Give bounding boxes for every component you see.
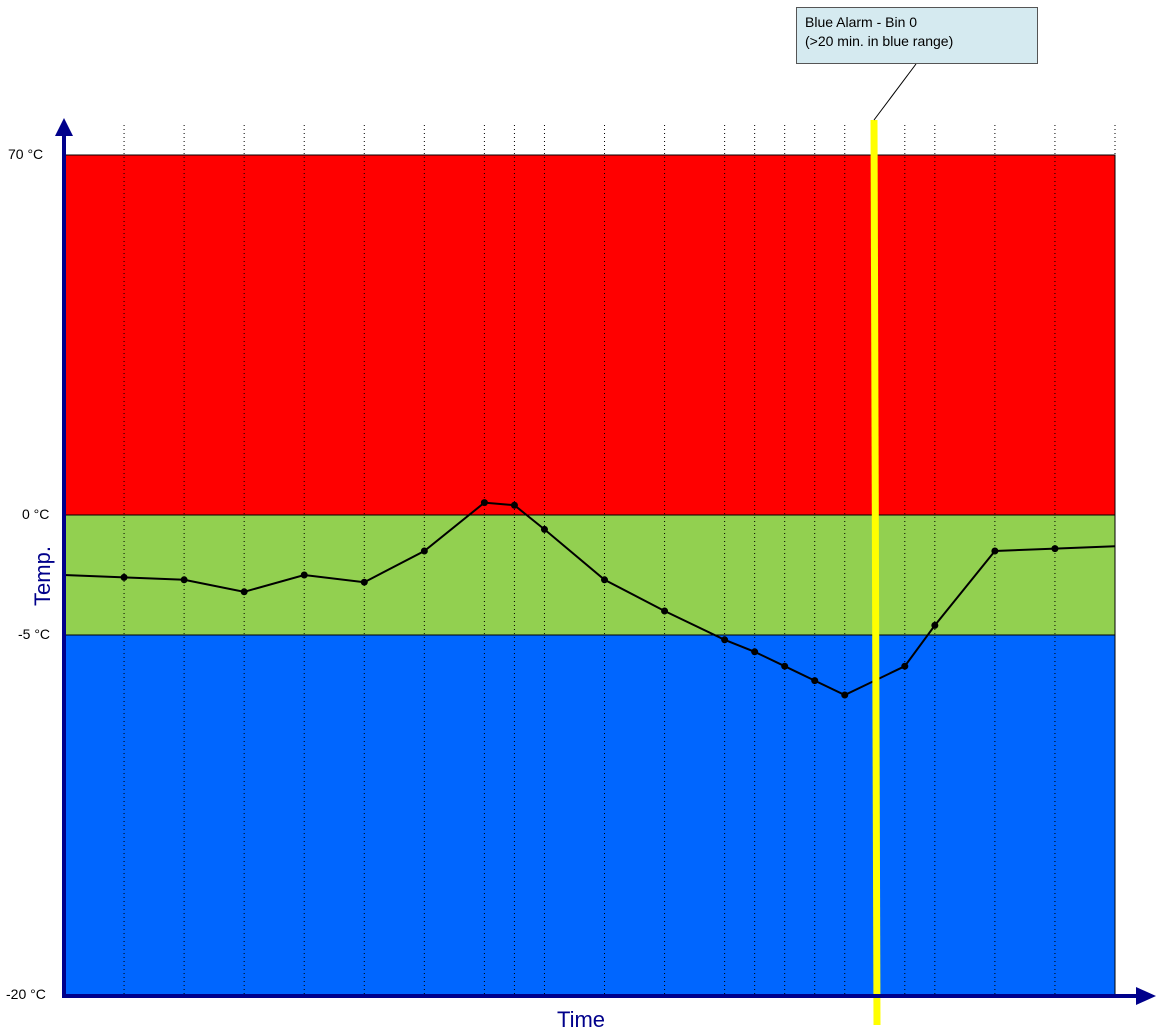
data-point [751, 648, 759, 656]
band-red-range [63, 154, 1116, 516]
y-tick-label: 0 °C [22, 506, 49, 522]
data-point [661, 607, 669, 615]
data-point [540, 525, 548, 533]
temperature-series [63, 501, 1116, 697]
data-point [811, 677, 819, 685]
data-point [180, 576, 188, 584]
x-axis-title: Time [557, 1007, 605, 1032]
data-point [781, 662, 789, 670]
data-point [1051, 545, 1059, 553]
y-tick-label: 70 °C [8, 146, 43, 162]
data-point [901, 662, 909, 670]
range-bands [63, 154, 1116, 996]
y-tick-label: -5 °C [18, 626, 50, 642]
data-point [120, 573, 128, 581]
callout-line-1: Blue Alarm - Bin 0 [805, 14, 918, 30]
y-tick-label: -20 °C [6, 986, 46, 1002]
data-point [420, 547, 428, 555]
data-point [721, 636, 729, 644]
callout-leader [873, 63, 917, 121]
temperature-points [120, 499, 1059, 699]
data-point [480, 499, 488, 507]
data-point [240, 588, 248, 596]
band-green-range [63, 514, 1116, 636]
band-blue-range [63, 634, 1116, 996]
data-point [841, 691, 849, 699]
data-point [601, 576, 609, 584]
y-axis-arrow [55, 118, 73, 136]
data-point [360, 578, 368, 586]
data-point [510, 501, 518, 509]
y-axis-title: Temp. [30, 546, 55, 606]
data-point [300, 571, 308, 579]
x-axis-arrow [1136, 987, 1156, 1005]
vertical-gridlines [123, 125, 1116, 995]
series-line [63, 501, 1116, 697]
data-point [931, 621, 939, 629]
alarm-marker-line [870, 119, 881, 1026]
data-point [991, 547, 999, 555]
callout-line-2: (>20 min. in blue range) [805, 33, 954, 49]
alarm-callout: Blue Alarm - Bin 0 (>20 min. in blue ran… [796, 7, 1038, 64]
